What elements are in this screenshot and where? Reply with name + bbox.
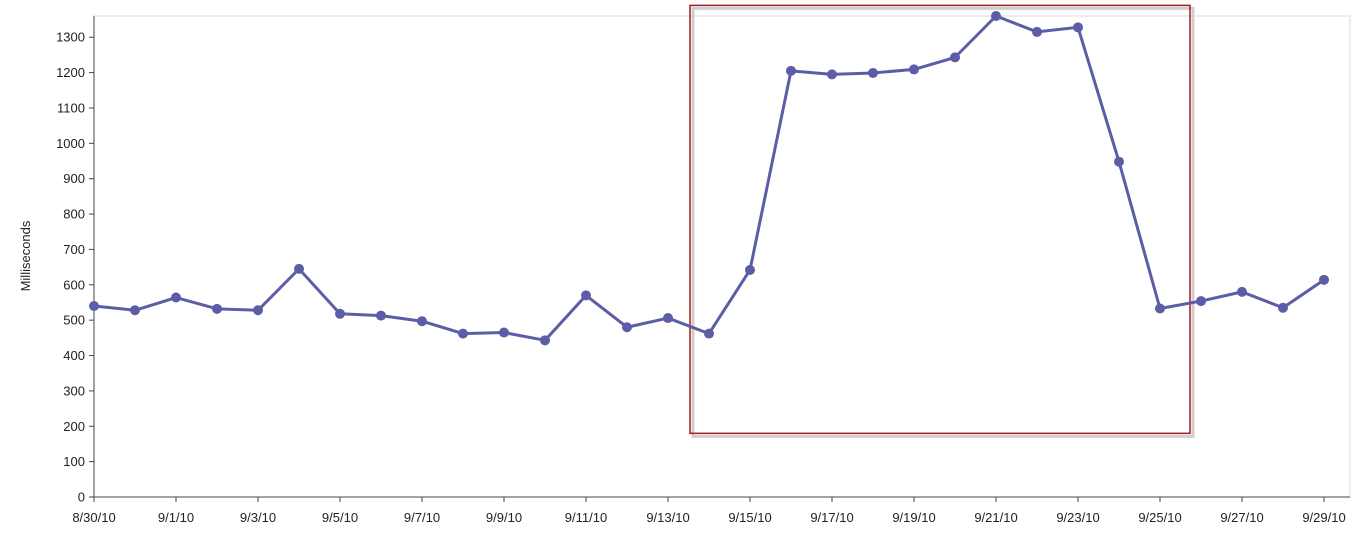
- y-tick-label: 300: [63, 383, 85, 398]
- x-tick-label: 9/9/10: [486, 510, 522, 525]
- plot-area: [93, 15, 1351, 498]
- data-point: [581, 290, 591, 301]
- y-tick-label: 100: [63, 454, 85, 469]
- y-tick-label: 1200: [56, 65, 85, 80]
- y-tick-label: 1100: [57, 100, 85, 115]
- highlight-box-shadow: [691, 6, 1195, 438]
- data-point: [991, 11, 1001, 21]
- x-tick-label: 9/21/10: [974, 510, 1017, 525]
- data-point: [1155, 303, 1165, 314]
- y-tick-label: 200: [63, 419, 85, 434]
- data-point: [1278, 302, 1288, 313]
- x-tick-label: 9/19/10: [892, 510, 935, 525]
- data-point: [950, 52, 960, 63]
- data-point: [499, 327, 509, 338]
- x-tick-label: 9/23/10: [1056, 510, 1099, 525]
- x-tick-label: 9/15/10: [728, 510, 771, 525]
- highlight-layer: [689, 4, 1195, 438]
- x-tick-label: 8/30/10: [72, 510, 115, 525]
- series-layer: [89, 11, 1329, 346]
- y-tick-label: 1000: [56, 136, 85, 151]
- y-tick-label: 900: [63, 171, 85, 186]
- data-point: [212, 303, 222, 314]
- data-point: [704, 328, 714, 339]
- data-point: [376, 310, 386, 321]
- data-point: [458, 328, 468, 339]
- data-point: [1237, 286, 1247, 297]
- data-point: [745, 264, 755, 275]
- data-point: [1196, 296, 1206, 307]
- data-point: [1114, 156, 1124, 167]
- y-axis-ticks: 0 100 200 300 400 500 600 700 800 900 1000 1100 1200…: [56, 30, 94, 505]
- x-tick-label: 9/11/10: [565, 510, 607, 525]
- data-point: [294, 263, 304, 274]
- x-tick-label: 9/1/10: [158, 510, 194, 525]
- data-point: [130, 305, 140, 316]
- data-point: [417, 316, 427, 327]
- data-point: [540, 335, 550, 346]
- y-tick-label: 600: [63, 277, 85, 292]
- data-point: [1073, 22, 1083, 33]
- x-tick-label: 9/5/10: [322, 510, 358, 525]
- x-tick-label: 9/13/10: [646, 510, 689, 525]
- x-tick-label: 9/3/10: [240, 510, 276, 525]
- y-tick-label: 500: [63, 313, 85, 328]
- data-point: [663, 313, 673, 324]
- data-point: [827, 69, 837, 80]
- x-axis-ticks: 8/30/10 9/1/10 9/3/10 9/5/10 9/7/10 9/9/10 9/1…: [72, 497, 1346, 525]
- y-tick-label: 800: [63, 207, 85, 222]
- y-axis-title: Milliseconds: [18, 220, 33, 291]
- data-point: [909, 64, 919, 75]
- data-point: [786, 65, 796, 76]
- data-point: [171, 292, 181, 303]
- x-tick-label: 9/25/10: [1138, 510, 1181, 525]
- data-point: [89, 301, 99, 312]
- data-point: [1319, 274, 1329, 285]
- data-point: [253, 305, 263, 316]
- data-point: [1032, 26, 1042, 37]
- highlight-box: [689, 4, 1191, 435]
- x-tick-label: 9/7/10: [404, 510, 440, 525]
- data-point: [868, 67, 878, 78]
- x-tick-label: 9/27/10: [1220, 510, 1263, 525]
- y-tick-label: 400: [63, 348, 85, 363]
- data-point: [335, 308, 345, 319]
- y-tick-label: 1300: [56, 30, 85, 45]
- y-tick-label: 0: [78, 490, 85, 505]
- x-tick-label: 9/29/10: [1302, 510, 1345, 525]
- data-point: [622, 322, 632, 333]
- x-tick-label: 9/17/10: [810, 510, 853, 525]
- y-tick-label: 700: [63, 242, 85, 257]
